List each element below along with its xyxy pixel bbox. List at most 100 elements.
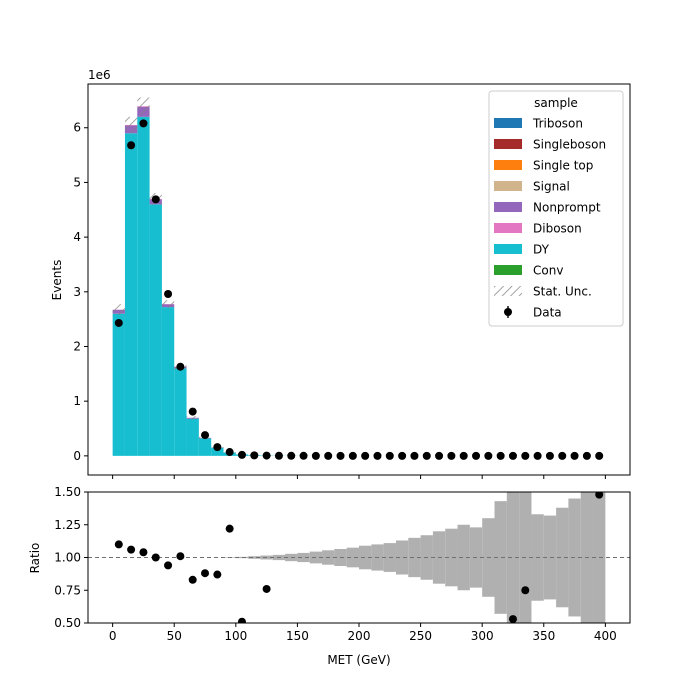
ratio-point-14 — [595, 492, 604, 499]
data-point-9 — [225, 448, 234, 457]
main-ytick-label-0: 0 — [73, 449, 81, 463]
data-point-26 — [435, 451, 444, 460]
ratio-xtick-label-1: 50 — [167, 629, 182, 643]
ratio-band-28 — [457, 524, 470, 591]
ratio-xtick-label-0: 0 — [109, 629, 117, 643]
legend-label-stat-unc: Stat. Unc. — [533, 285, 592, 299]
main-x-ticks — [112, 475, 606, 479]
data-point-15 — [299, 451, 308, 460]
legend-frame — [488, 90, 624, 327]
legend-label-signal: Signal — [533, 180, 570, 194]
bar-dy-0 — [112, 313, 125, 456]
data-point-31 — [496, 451, 505, 460]
ratio-band-10 — [235, 556, 249, 559]
data-point-4 — [164, 289, 173, 298]
data-point-34 — [533, 451, 542, 460]
bar-dy-1 — [124, 133, 138, 456]
ratio-point-6 — [188, 575, 197, 584]
ratio-xtick-label-4: 200 — [348, 629, 371, 643]
data-point-39 — [595, 451, 604, 460]
data-point-3 — [151, 195, 160, 204]
data-point-37 — [570, 451, 579, 460]
data-point-29 — [472, 451, 481, 460]
data-point-27 — [447, 451, 456, 460]
bar-dy-2 — [137, 116, 150, 456]
ratio-point-7 — [201, 569, 210, 578]
ratio-data-points — [114, 492, 604, 623]
ratio-band-31 — [494, 501, 507, 614]
ratio-xtick-label-3: 150 — [286, 629, 309, 643]
ratio-xtick-label-5: 250 — [409, 629, 432, 643]
ratio-ytick-label-1: 0.75 — [54, 583, 81, 597]
data-point-12 — [262, 451, 271, 460]
data-point-1 — [127, 141, 136, 150]
ratio-point-13 — [521, 586, 530, 595]
data-point-11 — [250, 451, 259, 460]
legend-swatch-dy — [494, 244, 522, 254]
data-point-25 — [422, 451, 431, 460]
legend-marker-data — [504, 308, 512, 316]
legend-label-dy: DY — [533, 243, 550, 257]
ratio-point-2 — [139, 548, 148, 557]
main-ytick-label-2: 2 — [73, 339, 81, 353]
data-point-8 — [213, 443, 222, 452]
ratio-band-23 — [395, 540, 409, 575]
legend-label-data: Data — [533, 306, 562, 320]
stat-unc-2 — [137, 97, 150, 116]
data-point-36 — [558, 451, 567, 460]
ratio-point-5 — [176, 552, 185, 561]
legend-swatch-triboson — [494, 118, 522, 128]
legend-swatch-single-top — [494, 160, 522, 170]
legend-swatch-singleboson — [494, 139, 522, 149]
legend: sample Triboson Singleboson Single top Sign… — [488, 90, 624, 327]
ratio-unc-band — [223, 492, 606, 623]
data-point-32 — [508, 451, 517, 460]
data-point-10 — [237, 450, 246, 459]
main-ytick-label-6: 6 — [73, 121, 81, 135]
stat-unc-0 — [112, 304, 125, 316]
ratio-point-0 — [114, 540, 123, 549]
ratio-point-9 — [225, 524, 234, 533]
bar-dy-3 — [149, 204, 162, 456]
ratio-y-ticks: 0.50 0.75 1.00 1.25 1.50 — [54, 485, 88, 630]
legend-swatch-stat-unc — [494, 286, 522, 296]
ratio-ylabel: Ratio — [28, 543, 42, 574]
ratio-ytick-label-3: 1.25 — [54, 518, 81, 532]
data-point-38 — [582, 451, 591, 460]
stat-unc-6 — [186, 416, 199, 420]
ratio-ytick-label-2: 1.00 — [54, 551, 81, 565]
ratio-xlabel: MET (GeV) — [327, 653, 390, 667]
data-point-18 — [336, 451, 345, 460]
ratio-panel: 0 50 100 150 200 250 300 350 400 0.50 0.75 1.00 1.2… — [28, 485, 631, 667]
ratio-band-19 — [346, 547, 359, 568]
bar-dy-6 — [186, 418, 199, 456]
data-point-33 — [521, 451, 530, 460]
data-point-22 — [385, 451, 394, 460]
ratio-band-24 — [408, 537, 421, 578]
main-data-points — [114, 119, 604, 460]
data-point-19 — [348, 451, 357, 460]
legend-label-triboson: Triboson — [532, 117, 583, 131]
bar-dy-5 — [174, 368, 187, 456]
main-ylabel: Events — [50, 260, 64, 301]
bar-dy-8 — [211, 447, 224, 456]
data-point-20 — [361, 451, 370, 460]
stat-unc-1 — [124, 116, 138, 134]
data-point-21 — [373, 451, 382, 460]
ratio-band-35 — [543, 515, 557, 600]
ratio-xtick-label-2: 100 — [224, 629, 247, 643]
legend-swatch-diboson — [494, 223, 522, 233]
data-point-23 — [398, 451, 407, 460]
legend-title: sample — [534, 96, 578, 110]
ratio-point-8 — [213, 570, 222, 579]
legend-swatch-signal — [494, 181, 522, 191]
ratio-band-32 — [506, 492, 520, 623]
ratio-band-27 — [445, 528, 458, 587]
data-point-13 — [274, 451, 283, 460]
ratio-xtick-label-8: 400 — [594, 629, 617, 643]
ratio-ytick-label-0: 0.50 — [54, 616, 81, 630]
ratio-xtick-label-7: 350 — [532, 629, 555, 643]
legend-label-nonprompt: Nonprompt — [533, 201, 601, 215]
legend-label-conv: Conv — [533, 264, 563, 278]
data-point-24 — [410, 451, 419, 460]
